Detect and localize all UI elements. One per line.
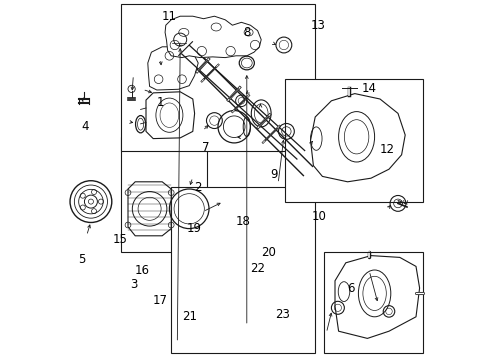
Text: 9: 9	[270, 168, 278, 181]
Text: 22: 22	[250, 262, 266, 275]
Text: 14: 14	[362, 82, 377, 95]
Text: 8: 8	[243, 26, 250, 39]
Text: 19: 19	[187, 222, 202, 235]
Text: 11: 11	[162, 10, 176, 23]
Text: 2: 2	[195, 181, 202, 194]
Polygon shape	[335, 256, 419, 338]
Text: 3: 3	[130, 278, 137, 291]
Text: 21: 21	[182, 310, 197, 323]
Text: 13: 13	[311, 19, 326, 32]
Text: 6: 6	[347, 282, 355, 294]
Text: 5: 5	[78, 253, 86, 266]
Text: 18: 18	[236, 215, 251, 228]
Text: 12: 12	[380, 143, 395, 156]
Text: 20: 20	[261, 246, 276, 258]
Polygon shape	[311, 94, 405, 182]
Polygon shape	[148, 47, 198, 90]
Polygon shape	[128, 182, 171, 236]
Bar	[285, 79, 423, 202]
Text: 10: 10	[312, 210, 326, 222]
Text: 15: 15	[113, 233, 128, 246]
Text: 17: 17	[153, 294, 168, 307]
Text: 23: 23	[275, 309, 291, 321]
Text: 1: 1	[157, 96, 164, 109]
Polygon shape	[165, 16, 261, 58]
Bar	[324, 252, 423, 353]
Text: 16: 16	[135, 264, 150, 276]
Bar	[121, 137, 207, 252]
Text: 4: 4	[81, 120, 89, 132]
Text: 7: 7	[202, 141, 209, 154]
Polygon shape	[146, 92, 195, 139]
Bar	[171, 187, 315, 353]
Bar	[121, 4, 315, 151]
